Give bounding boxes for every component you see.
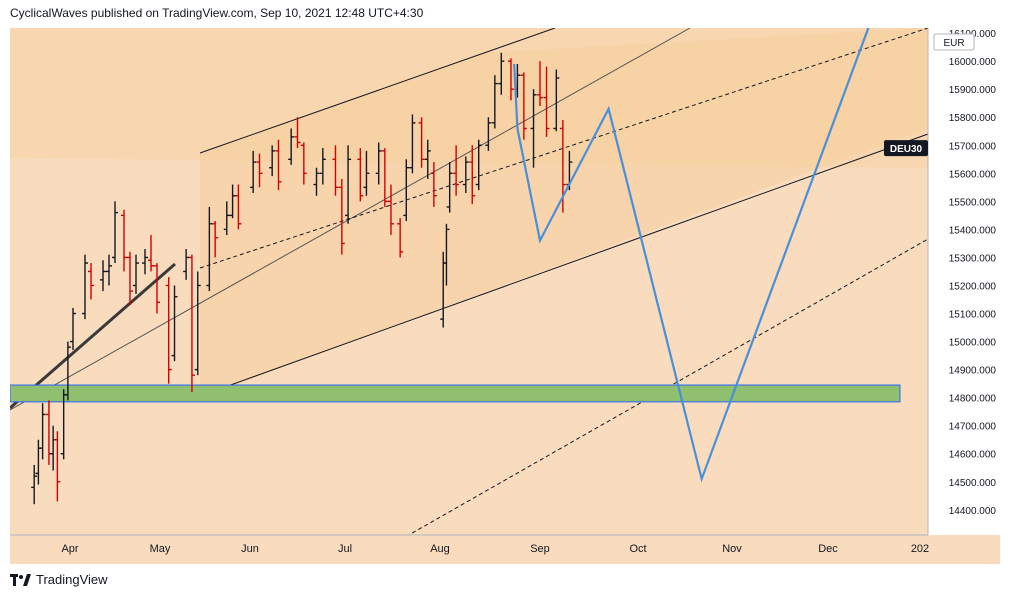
x-tick-label: 202 bbox=[911, 543, 929, 555]
y-tick-label: 14500.000 bbox=[949, 478, 997, 489]
symbol-price-label-box bbox=[884, 140, 928, 157]
x-tick-label: Nov bbox=[722, 543, 742, 555]
y-tick-label: 15100.000 bbox=[949, 310, 997, 321]
y-tick-label: 15900.000 bbox=[949, 85, 997, 96]
x-tick-label: Jun bbox=[241, 543, 259, 555]
support-zone bbox=[9, 384, 901, 403]
symbol-price-label: DEU30 bbox=[890, 144, 923, 155]
inner-channel-fill bbox=[200, 28, 928, 398]
x-tick-label: May bbox=[150, 543, 171, 555]
bold-trendline bbox=[9, 262, 176, 410]
tradingview-brand[interactable]: TradingView bbox=[36, 572, 108, 587]
y-tick-label: 14700.000 bbox=[949, 422, 997, 433]
ohlc-bars bbox=[31, 52, 573, 505]
y-tick-label: 15600.000 bbox=[949, 169, 997, 180]
projection-path bbox=[513, 24, 871, 483]
y-tick-label: 15800.000 bbox=[949, 113, 997, 124]
axes: 14400.000 14500.000 14600.000 14700.000 1480… bbox=[10, 28, 1000, 564]
y-tick-label: 14800.000 bbox=[949, 394, 997, 405]
projection-layer bbox=[513, 24, 871, 483]
y-tick-label: 15400.000 bbox=[949, 225, 997, 236]
x-tick-label: Apr bbox=[61, 543, 78, 555]
footer: TradingView bbox=[10, 572, 108, 587]
support-zone-layer bbox=[9, 384, 901, 403]
tradingview-logo-icon[interactable] bbox=[10, 573, 32, 587]
x-tick-label: Dec bbox=[818, 543, 838, 555]
y-tick-label: 14900.000 bbox=[949, 366, 997, 377]
x-tick-label: Sep bbox=[530, 543, 550, 555]
x-tick-label: Jul bbox=[338, 543, 352, 555]
y-tick-label: 15500.000 bbox=[949, 197, 997, 208]
y-tick-label: 15700.000 bbox=[949, 141, 997, 152]
currency-label: EUR bbox=[943, 38, 964, 49]
currency-badge[interactable] bbox=[933, 33, 975, 51]
channel-lower-line bbox=[199, 133, 929, 397]
y-tick-label: 14600.000 bbox=[949, 450, 997, 461]
price-axis-background bbox=[928, 28, 1000, 564]
chart-area[interactable]: 14400.000 14500.000 14600.000 14700.000 1480… bbox=[9, 24, 1000, 564]
time-axis-background bbox=[10, 535, 1000, 564]
publisher-header: CyclicalWaves published on TradingView.c… bbox=[10, 6, 424, 20]
y-tick-label: 15300.000 bbox=[949, 253, 997, 264]
channel-fills bbox=[10, 28, 1000, 564]
y-tick-label: 15200.000 bbox=[949, 281, 997, 292]
y-tick-label: 16000.000 bbox=[949, 57, 997, 68]
channel-upper-line bbox=[199, 27, 556, 154]
x-tick-label: Aug bbox=[430, 543, 450, 555]
x-tick-label: Oct bbox=[629, 543, 646, 555]
y-tick-label: 14400.000 bbox=[949, 506, 997, 517]
y-tick-label: 15000.000 bbox=[949, 338, 997, 349]
median-dashed-line bbox=[199, 27, 929, 269]
price-chart[interactable]: 14400.000 14500.000 14600.000 14700.000 1480… bbox=[9, 24, 1000, 564]
